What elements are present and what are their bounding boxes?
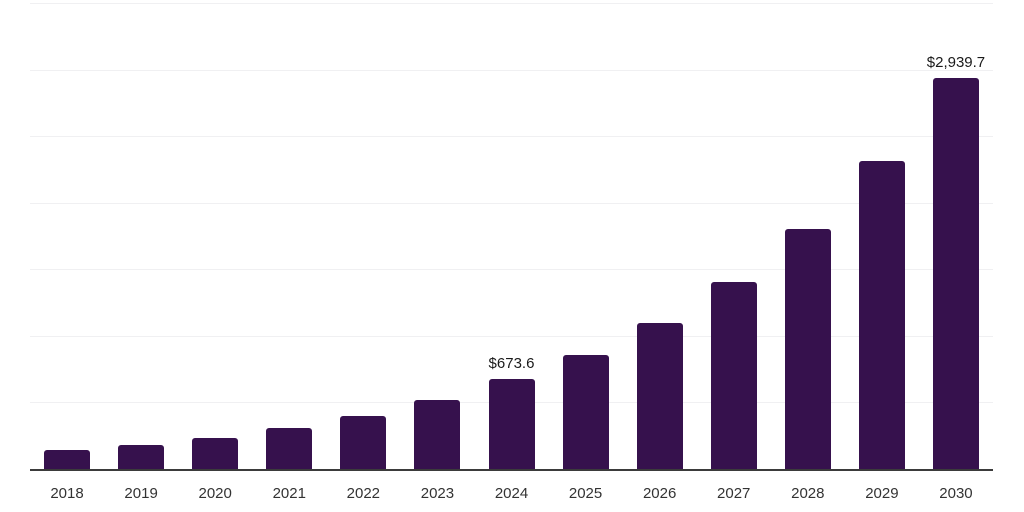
gridline-1000 [30, 335, 993, 337]
bar-2027 [710, 281, 757, 469]
bar-2022 [340, 415, 387, 469]
gridline-1500 [30, 269, 993, 271]
x-tick-2022: 2022 [346, 485, 381, 502]
x-tick-2023: 2023 [420, 485, 455, 502]
data-label-2030: $2,939.7 [926, 53, 986, 71]
x-tick-2025: 2025 [568, 485, 603, 502]
bar-2021 [266, 428, 313, 469]
bar-2030 [932, 77, 979, 469]
x-tick-2019: 2019 [124, 485, 158, 502]
x-tick-2028: 2028 [791, 485, 825, 502]
bar-2024 [488, 379, 535, 469]
x-tick-2021: 2021 [272, 485, 306, 502]
gridline-2000 [30, 202, 993, 204]
bar-2018 [44, 450, 91, 469]
gridline-2500 [30, 136, 993, 138]
gridline-3500 [30, 3, 993, 4]
bar-2020 [192, 438, 239, 469]
bar-2028 [784, 228, 831, 469]
x-tick-2026: 2026 [642, 485, 677, 502]
gridline-3000 [30, 69, 993, 71]
bar-2025 [562, 354, 609, 469]
bar-2029 [858, 161, 905, 469]
bar-2019 [118, 445, 165, 469]
x-tick-2018: 2018 [50, 485, 84, 502]
x-tick-2024: 2024 [494, 485, 529, 502]
x-tick-2029: 2029 [865, 485, 899, 502]
x-tick-2030: 2030 [939, 485, 973, 502]
data-label-2024: $673.6 [488, 355, 535, 373]
x-tick-2020: 2020 [198, 485, 232, 502]
bar-2023 [414, 400, 461, 469]
x-tick-2027: 2027 [717, 485, 751, 502]
bar-2026 [636, 322, 683, 469]
plot-area: $673.6 $2,939.7 [30, 3, 993, 471]
